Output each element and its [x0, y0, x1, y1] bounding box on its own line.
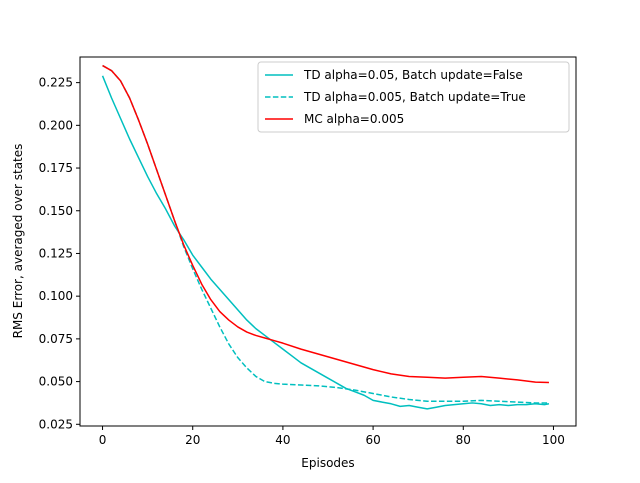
x-tick-label: 0	[99, 433, 107, 447]
x-tick-label: 40	[275, 433, 290, 447]
x-axis-label: Episodes	[301, 456, 354, 470]
x-tick-label: 80	[456, 433, 471, 447]
y-tick-label: 0.100	[39, 289, 73, 303]
series-line-2	[102, 64, 549, 384]
y-tick-label: 0.225	[39, 76, 73, 90]
legend-label-0: TD alpha=0.05, Batch update=False	[303, 68, 523, 82]
x-tick-label: 60	[365, 433, 380, 447]
y-tick-label: 0.175	[39, 161, 73, 175]
legend-label-1: TD alpha=0.005, Batch update=True	[303, 90, 526, 104]
y-tick-label: 0.200	[39, 118, 73, 132]
legend-label-2: MC alpha=0.005	[304, 112, 404, 126]
y-tick-label: 0.025	[39, 417, 73, 431]
series-lines	[101, 64, 550, 410]
legend: TD alpha=0.05, Batch update=False TD alph…	[257, 61, 570, 133]
y-tick-label: 0.150	[39, 204, 73, 218]
plot-frame	[79, 56, 577, 427]
legend-box	[257, 61, 570, 133]
x-tick-label: 100	[542, 433, 565, 447]
x-tick-label: 20	[185, 433, 200, 447]
y-axis-label: RMS Error, averaged over states	[11, 144, 25, 339]
x-axis: 0 20 40 60 80 100	[99, 426, 565, 447]
y-tick-label: 0.075	[39, 332, 73, 346]
y-tick-label: 0.050	[39, 375, 73, 389]
y-tick-label: 0.125	[39, 246, 73, 260]
y-axis: 0.025 0.050 0.075 0.100 0.125 0.150 0.175 0.200…	[39, 76, 80, 431]
